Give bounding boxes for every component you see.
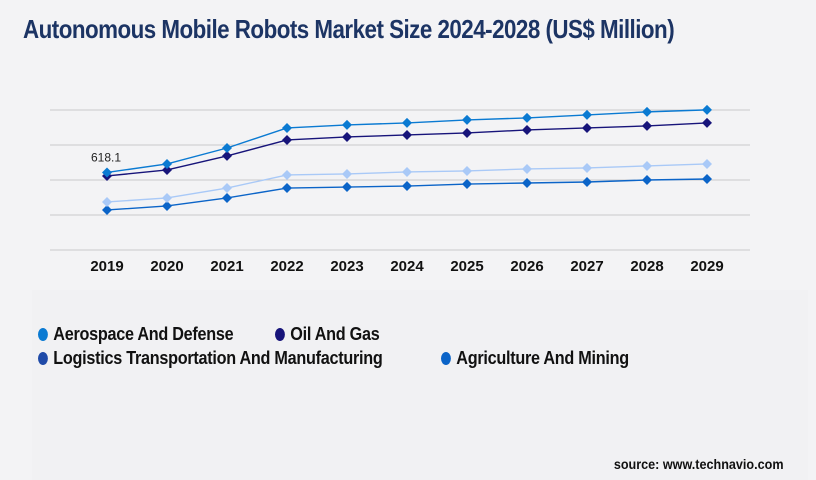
- legend: Aerospace And Defense Oil And Gas Logist…: [38, 322, 669, 370]
- data-point-marker[interactable]: [582, 122, 592, 133]
- legend-row: Logistics Transportation And Manufacturi…: [38, 346, 669, 370]
- legend-marker-icon: [38, 327, 48, 341]
- x-tick-label: 2029: [690, 258, 723, 275]
- legend-panel-background: [32, 290, 808, 480]
- data-point-marker[interactable]: [162, 164, 172, 175]
- data-point-marker[interactable]: [582, 109, 592, 120]
- x-tick-label: 2023: [330, 258, 363, 275]
- legend-marker-icon: [275, 327, 286, 341]
- data-point-marker[interactable]: [462, 127, 472, 138]
- data-point-marker[interactable]: [402, 117, 412, 128]
- data-point-marker[interactable]: [462, 165, 472, 176]
- data-point-marker[interactable]: [522, 124, 532, 135]
- data-point-marker[interactable]: [642, 120, 652, 131]
- x-tick-label: 2020: [150, 258, 183, 275]
- data-point-marker[interactable]: [702, 173, 712, 184]
- data-label: 618.1: [91, 150, 121, 164]
- line-chart: 2019 2020 2021 2022 2023 2024 2025 2026 2027 2028…: [50, 104, 750, 275]
- data-point-marker[interactable]: [702, 158, 712, 169]
- data-point-marker[interactable]: [222, 150, 232, 161]
- data-point-marker[interactable]: [162, 158, 172, 169]
- data-point-marker[interactable]: [222, 183, 232, 194]
- x-tick-label: 2028: [630, 258, 663, 275]
- data-point-marker[interactable]: [522, 178, 532, 189]
- data-point-marker[interactable]: [522, 112, 532, 123]
- data-point-marker[interactable]: [342, 168, 352, 179]
- data-point-marker[interactable]: [282, 183, 292, 194]
- legend-item-aerospace-and-defense[interactable]: Aerospace And Defense: [38, 324, 234, 345]
- data-point-marker[interactable]: [342, 182, 352, 193]
- data-point-marker[interactable]: [642, 106, 652, 117]
- data-point-marker[interactable]: [162, 192, 172, 203]
- x-tick-label: 2027: [570, 258, 603, 275]
- data-point-marker[interactable]: [582, 177, 592, 188]
- x-tick-label: 2026: [510, 258, 543, 275]
- data-point-marker[interactable]: [642, 160, 652, 171]
- source-credit: source: www.technavio.com: [614, 456, 784, 472]
- data-point-marker[interactable]: [102, 167, 112, 178]
- x-tick-label: 2022: [270, 258, 303, 275]
- data-point-marker[interactable]: [582, 162, 592, 173]
- chart-title: Autonomous Mobile Robots Market Size 202…: [23, 14, 675, 44]
- data-point-marker[interactable]: [102, 204, 112, 215]
- x-tick-label: 2021: [210, 258, 243, 275]
- data-point-marker[interactable]: [342, 131, 352, 142]
- legend-item-oil-and-gas[interactable]: Oil And Gas: [275, 324, 380, 345]
- data-point-marker[interactable]: [342, 119, 352, 130]
- legend-item-logistics-transportation-and-manufacturing[interactable]: Logistics Transportation And Manufacturi…: [38, 348, 383, 369]
- data-point-marker[interactable]: [642, 175, 652, 185]
- data-point-marker[interactable]: [702, 117, 712, 128]
- data-point-marker[interactable]: [522, 163, 532, 174]
- data-point-marker[interactable]: [162, 200, 172, 211]
- data-point-marker[interactable]: [402, 129, 412, 140]
- x-tick-label: 2019: [90, 258, 123, 275]
- data-point-marker[interactable]: [702, 104, 712, 115]
- data-point-marker[interactable]: [222, 192, 232, 203]
- data-point-marker[interactable]: [282, 169, 292, 180]
- legend-marker-icon: [440, 351, 451, 365]
- data-point-marker[interactable]: [222, 143, 232, 154]
- data-point-marker[interactable]: [282, 134, 292, 145]
- x-tick-label: 2024: [390, 258, 424, 275]
- data-point-marker[interactable]: [102, 196, 112, 207]
- legend-marker-icon: [38, 351, 48, 365]
- legend-row: Aerospace And Defense Oil And Gas: [38, 322, 669, 346]
- data-point-marker[interactable]: [462, 114, 472, 125]
- legend-item-agriculture-and-mining[interactable]: Agriculture And Mining: [440, 348, 629, 369]
- data-point-marker[interactable]: [402, 166, 412, 177]
- data-point-marker[interactable]: [282, 122, 292, 133]
- x-tick-label: 2025: [450, 258, 483, 275]
- data-point-marker[interactable]: [462, 179, 472, 190]
- data-point-marker[interactable]: [402, 181, 412, 192]
